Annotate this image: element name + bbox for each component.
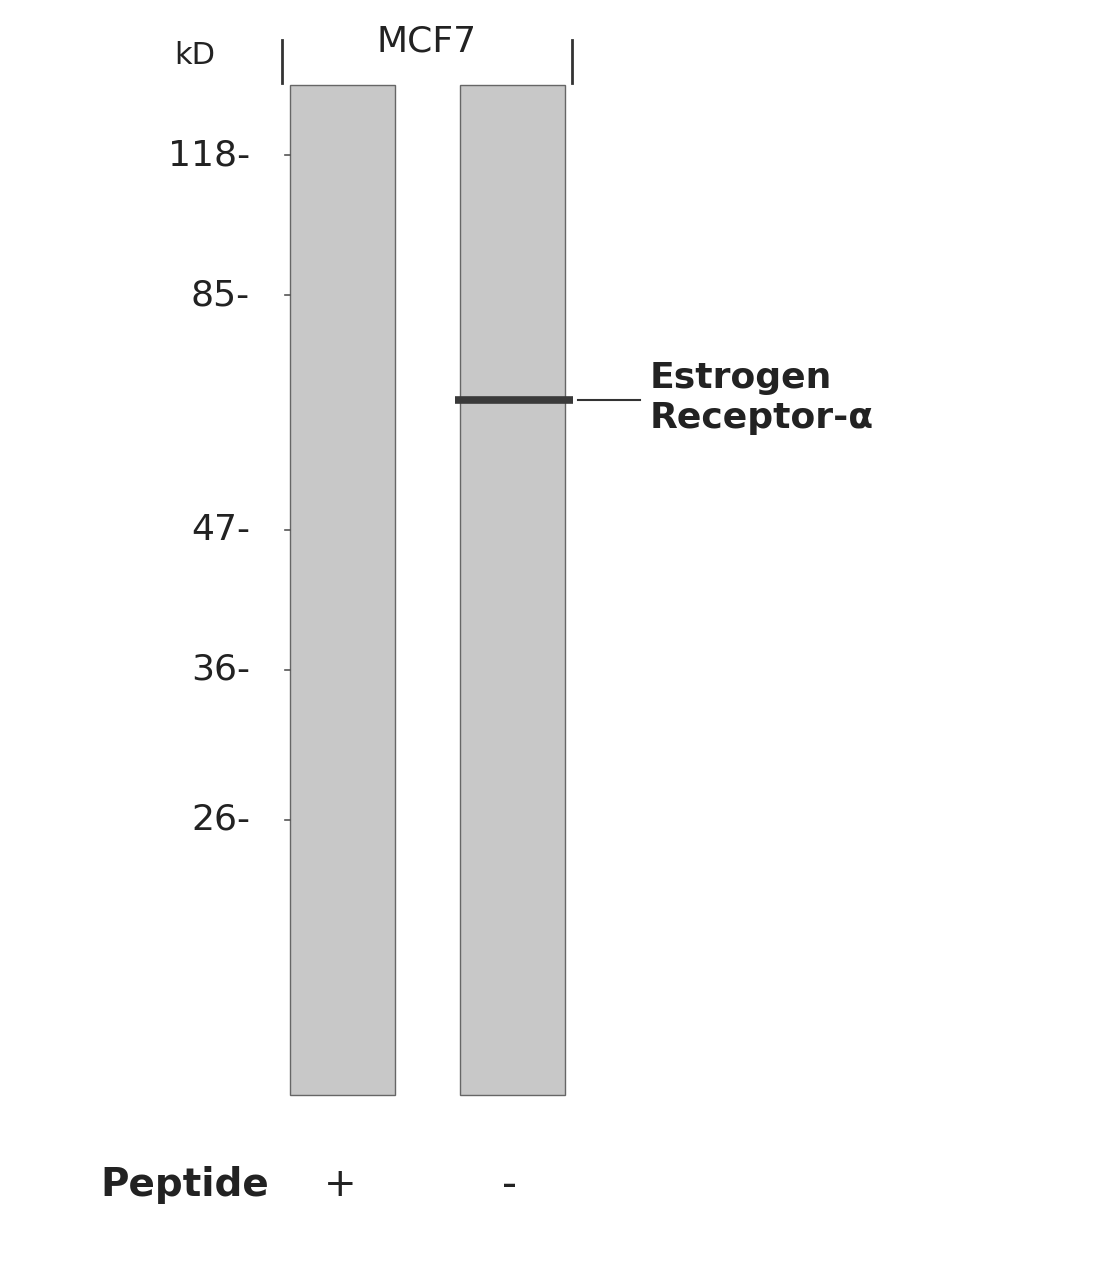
Bar [460,84,565,1094]
Text: 26-: 26- [191,803,250,837]
Text: MCF7: MCF7 [377,26,477,59]
Text: Peptide: Peptide [100,1166,269,1204]
Text: kD: kD [174,41,215,69]
Text: 118-: 118- [167,138,250,172]
Bar [290,84,395,1094]
Text: -: - [502,1164,518,1206]
Text: 47-: 47- [191,513,250,547]
Text: Receptor-α: Receptor-α [650,401,874,435]
Text: +: + [324,1166,356,1204]
Text: 85-: 85- [191,278,250,312]
Text: 36-: 36- [191,653,250,687]
Text: Estrogen: Estrogen [650,361,833,396]
